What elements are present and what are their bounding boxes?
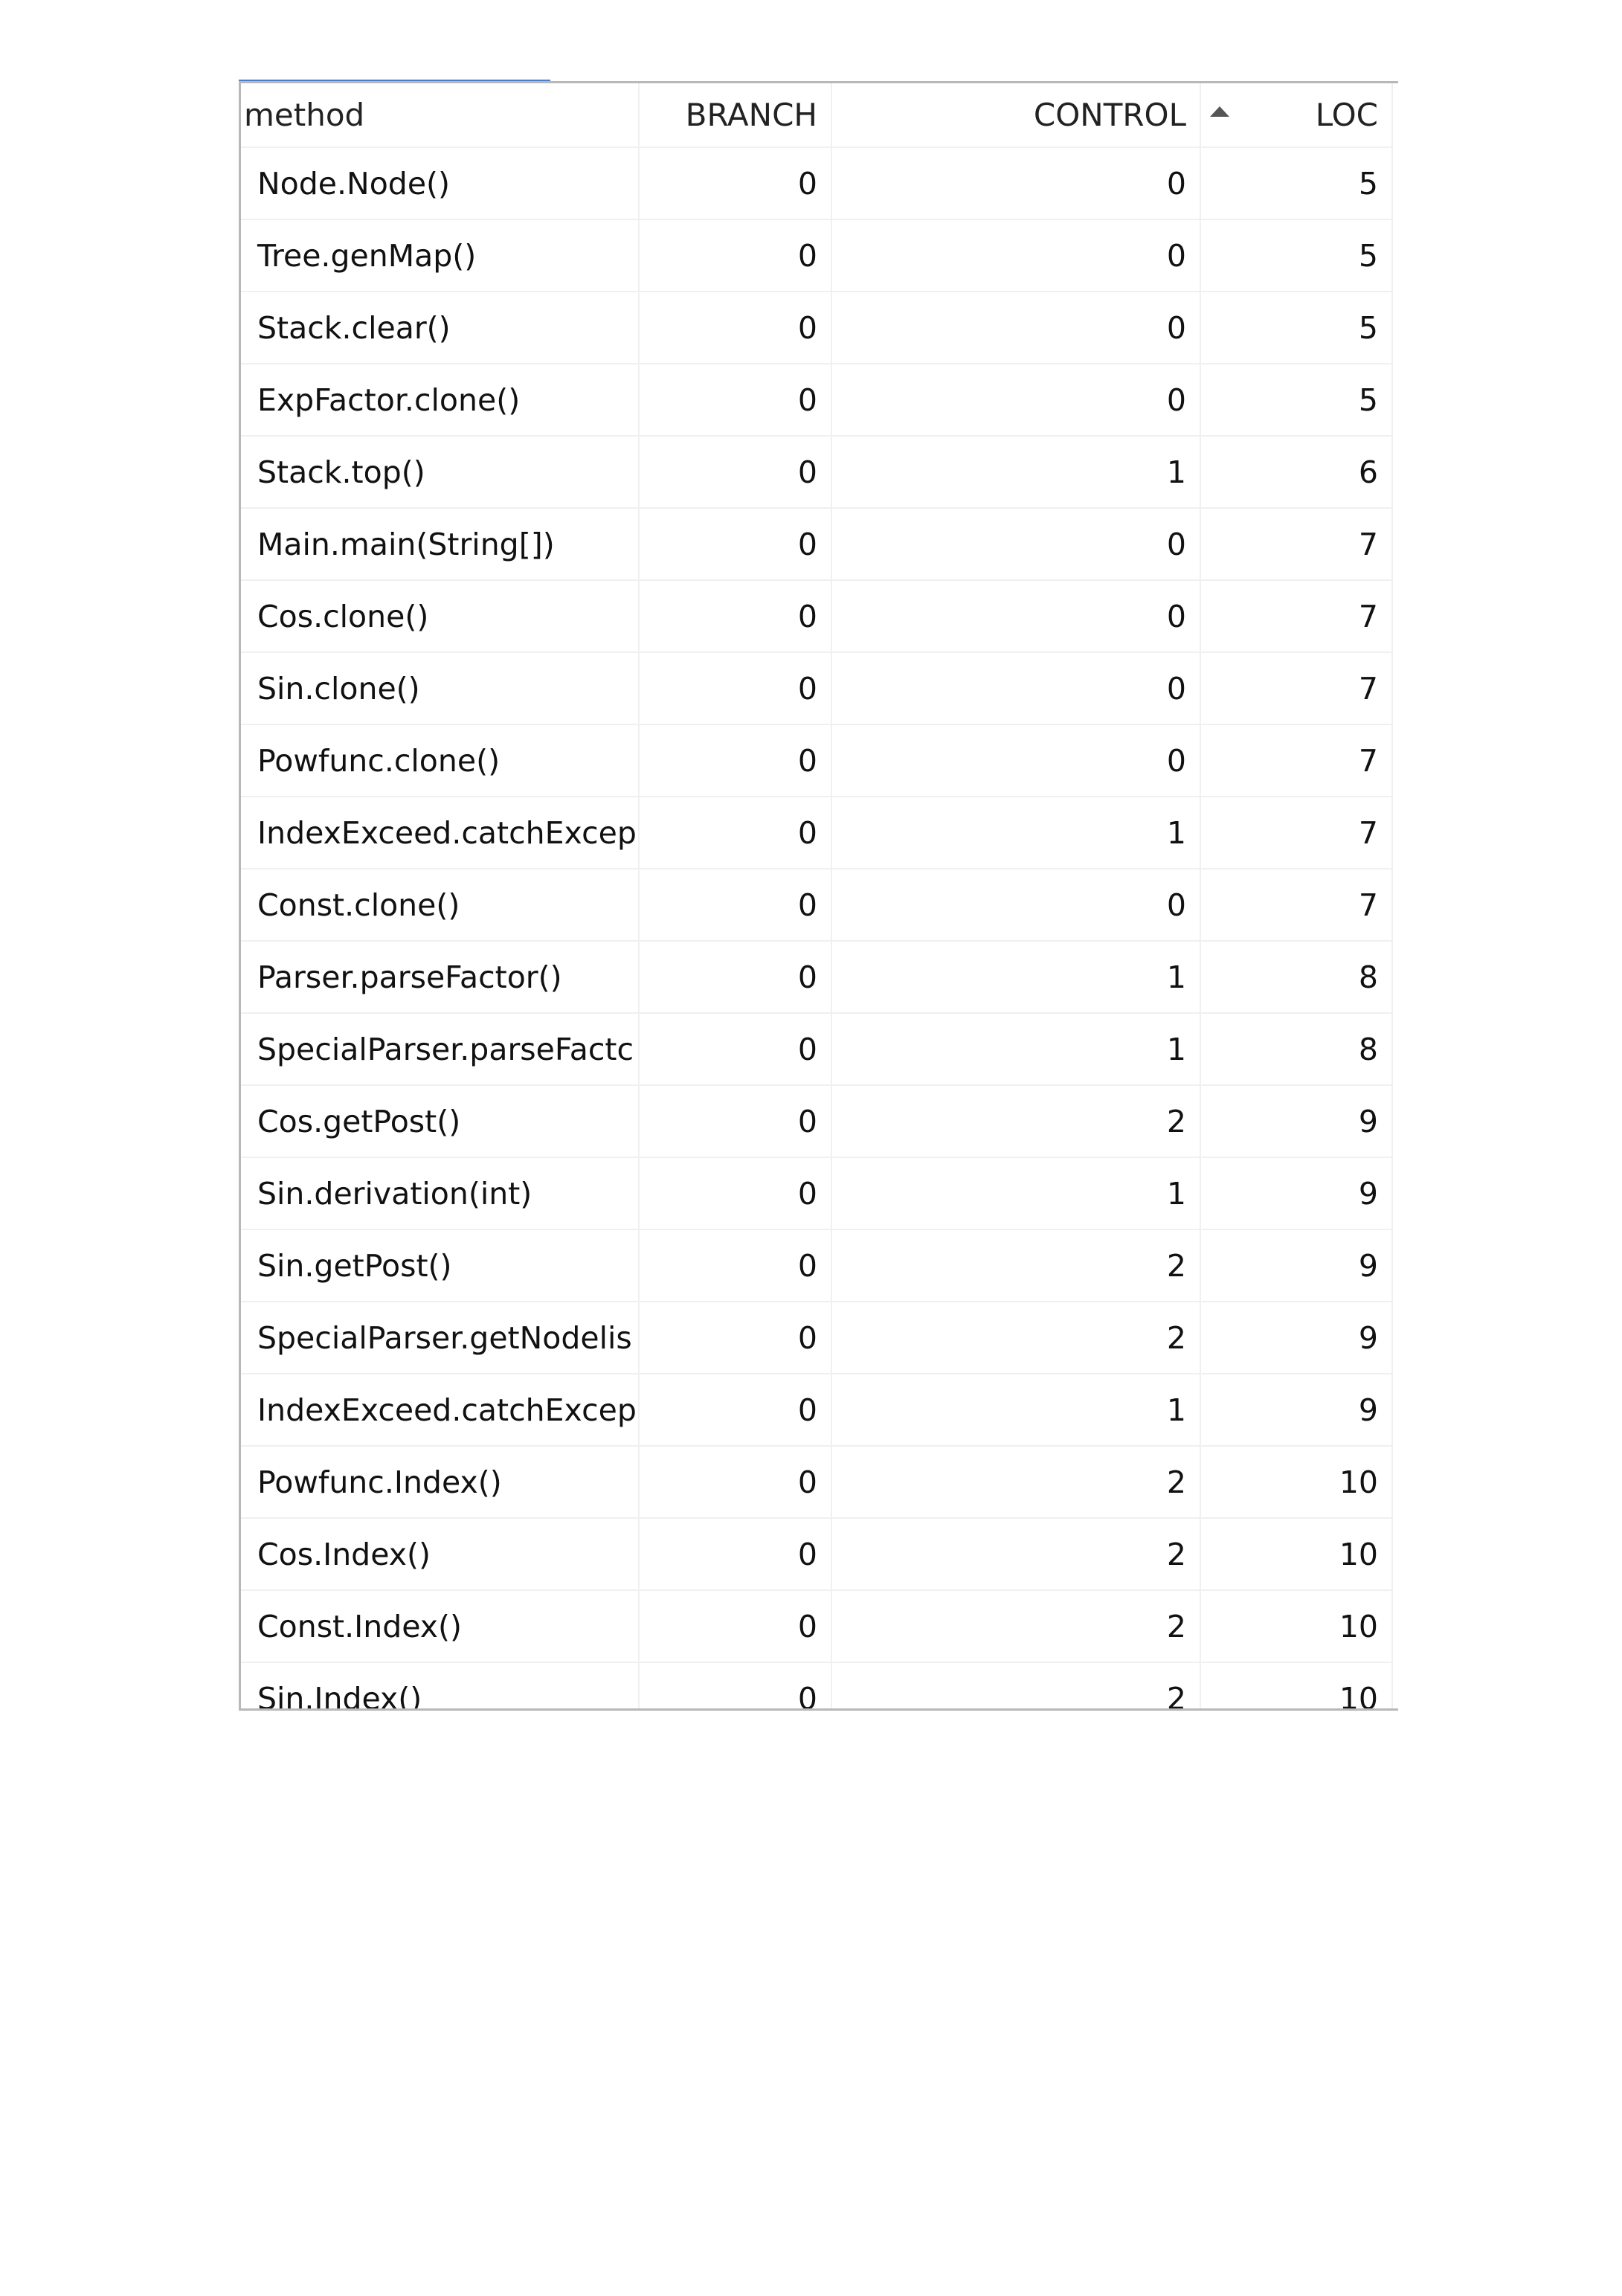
metric-cell: 0 [640,1158,832,1230]
metric-cell: 8 [1201,1014,1393,1086]
metric-cell: 0 [640,653,832,725]
metric-cell: 1 [832,797,1201,869]
metric-cell: 9 [1201,1374,1393,1447]
metric-cell: 5 [1201,292,1393,364]
metric-cell: 9 [1201,1086,1393,1158]
metric-cell: 10 [1201,1663,1393,1708]
metric-cell: 2 [832,1086,1201,1158]
column-header[interactable]: LOC [1201,83,1393,148]
metric-cell: 0 [640,1230,832,1302]
metric-cell: 0 [640,1447,832,1519]
metric-cell: 0 [640,797,832,869]
method-cell: SpecialParser.getNodelis [241,1302,640,1374]
metric-cell: 0 [640,942,832,1014]
metric-cell: 0 [640,725,832,797]
column-header[interactable]: BRANCH [640,83,832,148]
metric-cell: 0 [832,581,1201,653]
metric-cell: 5 [1201,364,1393,437]
metric-cell: 0 [832,292,1201,364]
method-cell: Sin.derivation(int) [241,1158,640,1230]
metric-cell: 9 [1201,1158,1393,1230]
metric-cell: 0 [640,1663,832,1708]
metric-cell: 0 [640,1519,832,1591]
metric-cell: 0 [640,292,832,364]
metric-cell: 0 [640,1374,832,1447]
metric-cell: 2 [832,1591,1201,1663]
method-cell: Parser.parseFactor() [241,942,640,1014]
metric-cell: 2 [832,1230,1201,1302]
metric-cell: 0 [832,869,1201,942]
metric-cell: 7 [1201,725,1393,797]
method-cell: Main.main(String[]) [241,509,640,581]
metric-cell: 1 [832,1014,1201,1086]
metric-cell: 10 [1201,1447,1393,1519]
metric-cell: 0 [640,581,832,653]
method-cell: Cos.clone() [241,581,640,653]
metric-cell: 10 [1201,1591,1393,1663]
metric-cell: 0 [640,364,832,437]
method-cell: IndexExceed.catchExcep [241,797,640,869]
metric-cell: 0 [832,148,1201,220]
metric-cell: 6 [1201,437,1393,509]
metric-cell: 0 [640,220,832,292]
metric-cell: 7 [1201,797,1393,869]
method-cell: Const.Index() [241,1591,640,1663]
metric-cell: 0 [832,509,1201,581]
metric-cell: 0 [640,437,832,509]
method-cell: IndexExceed.catchExcep [241,1374,640,1447]
metric-cell: 0 [640,1086,832,1158]
metric-cell: 5 [1201,220,1393,292]
method-cell: Stack.top() [241,437,640,509]
metric-cell: 8 [1201,942,1393,1014]
metric-cell: 0 [640,1014,832,1086]
metric-cell: 0 [832,725,1201,797]
method-cell: Sin.clone() [241,653,640,725]
method-cell: ExpFactor.clone() [241,364,640,437]
metric-cell: 10 [1201,1519,1393,1591]
metric-cell: 0 [832,364,1201,437]
metric-cell: 2 [832,1519,1201,1591]
metric-cell: 1 [832,1374,1201,1447]
method-cell: Sin.getPost() [241,1230,640,1302]
metric-cell: 0 [640,869,832,942]
metric-cell: 0 [640,148,832,220]
metric-cell: 0 [640,1302,832,1374]
metric-cell: 7 [1201,581,1393,653]
method-cell: Powfunc.Index() [241,1447,640,1519]
metric-cell: 9 [1201,1230,1393,1302]
metric-cell: 0 [640,1591,832,1663]
method-cell: SpecialParser.parseFactc [241,1014,640,1086]
metric-cell: 7 [1201,509,1393,581]
metric-cell: 1 [832,942,1201,1014]
method-cell: Tree.genMap() [241,220,640,292]
metric-cell: 0 [832,653,1201,725]
metric-cell: 2 [832,1447,1201,1519]
metric-cell: 7 [1201,869,1393,942]
column-header[interactable]: method [241,83,640,148]
metric-cell: 2 [832,1302,1201,1374]
method-cell: Stack.clear() [241,292,640,364]
metric-cell: 7 [1201,653,1393,725]
metric-cell: 0 [832,220,1201,292]
method-cell: Node.Node() [241,148,640,220]
metrics-table: method BRANCH CONTROL LOC Node.Node() 0 0 5 Tree… [239,81,1398,1711]
method-cell: Sin.Index() [241,1663,640,1708]
method-cell: Powfunc.clone() [241,725,640,797]
method-cell: Cos.Index() [241,1519,640,1591]
metric-cell: 1 [832,437,1201,509]
method-cell: Const.clone() [241,869,640,942]
metric-cell: 1 [832,1158,1201,1230]
column-header[interactable]: CONTROL [832,83,1201,148]
metric-cell: 9 [1201,1302,1393,1374]
metric-cell: 0 [640,509,832,581]
metric-cell: 2 [832,1663,1201,1708]
sort-ascending-icon [1210,106,1229,117]
method-cell: Cos.getPost() [241,1086,640,1158]
metric-cell: 5 [1201,148,1393,220]
